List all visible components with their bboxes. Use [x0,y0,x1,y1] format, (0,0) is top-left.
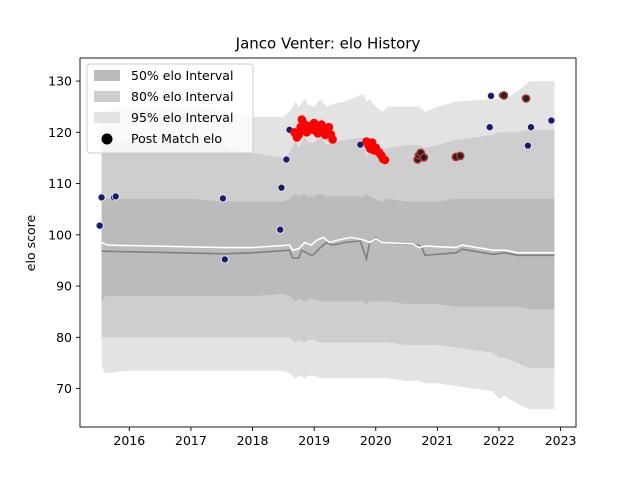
axes: 2016 2017 2018 2019 2020 2021 2022 2023 70 80 90 10… [48,57,577,448]
post-match-point-core [501,92,507,99]
y-tick-label: 110 [48,176,72,191]
median-elo-line [101,236,555,262]
x-tick-label: 2017 [175,433,207,448]
chart-title: Janco Venter: elo History [235,35,421,53]
post-match-point-core [421,154,427,161]
y-tick-label: 70 [56,381,72,396]
x-tick-label: 2023 [545,433,577,448]
x-tick-label: 2019 [298,433,330,448]
legend-swatch-dot [101,133,113,145]
legend-label-post-match: Post Match elo [131,131,222,146]
y-tick-label: 130 [48,74,72,89]
legend-label-50: 50% elo Interval [131,68,233,83]
post-match-point [324,122,334,132]
post-match-point [282,155,291,164]
post-match-point-core [457,153,464,159]
y-tick-label: 120 [48,125,72,140]
x-tick-label: 2021 [421,433,453,448]
legend-swatch-50 [94,70,120,81]
post-match-point [220,255,229,264]
post-match-point [486,91,496,100]
legend-label-80: 80% elo Interval [131,89,233,104]
band-50-interval [101,193,555,310]
x-tick-label: 2018 [237,433,269,448]
legend: 50% elo Interval 80% elo Interval 95% el… [86,63,254,154]
x-tick-label: 2022 [483,433,515,448]
y-axis-title: elo score [23,215,38,272]
post-match-point [328,135,337,144]
legend-label-95: 95% elo Interval [131,110,233,125]
axes-frame [79,57,577,428]
x-tick-label: 2020 [360,433,392,448]
plot-area [95,81,556,410]
post-match-point [485,123,494,132]
post-match-point [277,183,286,192]
y-tick-label: 80 [56,330,72,345]
post-match-point [218,194,227,203]
post-match-point [276,225,285,234]
post-match-point [95,221,104,230]
post-match-point [547,116,556,125]
post-match-point [523,141,532,150]
legend-swatch-80 [94,91,120,102]
y-tick-label: 90 [56,279,72,294]
post-match-point [380,155,390,165]
post-match-point [111,192,120,201]
legend-frame [86,63,254,154]
y-tick-label: 100 [48,227,72,242]
legend-swatch-95 [94,112,120,123]
x-tick-label: 2016 [113,433,145,448]
post-match-point [526,123,536,132]
mean-elo-line [101,236,555,254]
post-match-point-core [523,95,529,102]
post-match-point [97,193,106,202]
